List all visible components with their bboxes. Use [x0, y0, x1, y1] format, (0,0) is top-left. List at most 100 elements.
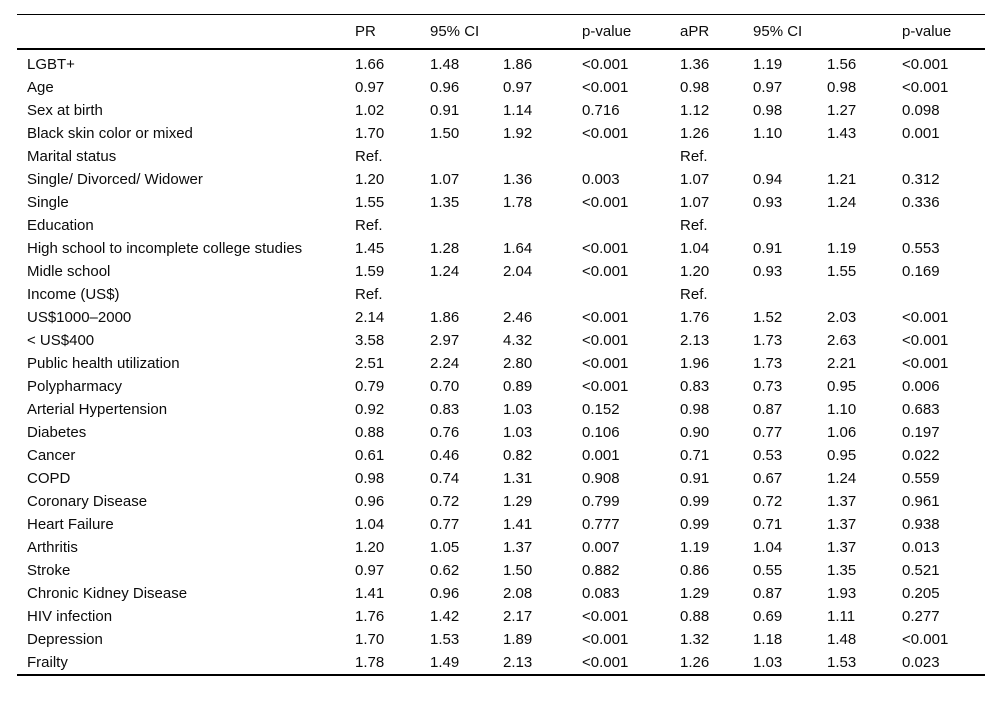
- cell-ci-low: 1.35: [430, 194, 460, 211]
- row-label: Single: [27, 194, 69, 211]
- row-label: HIV infection: [27, 608, 113, 625]
- header-row: PR 95% CI p-value aPR 95% CI p-value: [17, 14, 986, 50]
- cell-adj-ci-high: [827, 145, 902, 168]
- table-row: Coronary Disease 0.96 0.72 1.29 0.799 0.99 0.7…: [17, 490, 985, 513]
- cell-adj-p-value: 0.023: [902, 654, 940, 671]
- cell-adj-ci-high: 0.95: [827, 447, 857, 464]
- cell-ci-high: 1.78: [503, 194, 533, 211]
- cell-apr: 1.12: [680, 102, 710, 119]
- cell-pr: 1.76: [355, 608, 385, 625]
- cell-pr: 1.41: [355, 585, 385, 602]
- cell-p-value: 0.716: [582, 102, 620, 119]
- row-label: Age: [27, 79, 54, 96]
- cell-apr: 1.76: [680, 309, 710, 326]
- cell-apr: 0.98: [680, 79, 710, 96]
- cell-adj-p-value: <0.001: [902, 355, 949, 372]
- row-label: Diabetes: [27, 424, 87, 441]
- cell-adj-p-value: 0.098: [902, 102, 940, 119]
- table-row: COPD 0.98 0.74 1.31 0.908 0.91 0.67 1.24 0.559: [17, 467, 985, 490]
- cell-adj-ci-low: 1.52: [753, 309, 783, 326]
- cell-pr: 0.98: [355, 470, 385, 487]
- cell-apr: 1.26: [680, 654, 710, 671]
- cell-apr: 0.90: [680, 424, 710, 441]
- cell-adj-ci-high: 1.53: [827, 654, 857, 671]
- cell-apr: 0.91: [680, 470, 710, 487]
- cell-adj-p-value: 0.683: [902, 401, 940, 418]
- cell-ci-low: [430, 214, 503, 237]
- cell-p-value: <0.001: [582, 240, 629, 257]
- cell-adj-ci-high: 1.21: [827, 171, 857, 188]
- cell-pr: 1.70: [355, 125, 385, 142]
- table-row: Black skin color or mixed 1.70 1.50 1.92 <0.…: [17, 122, 985, 145]
- cell-adj-ci-high: 1.55: [827, 263, 857, 280]
- header-p-value: p-value: [582, 14, 681, 50]
- cell-adj-ci-high: 1.27: [827, 102, 857, 119]
- cell-ci-high: 2.08: [503, 585, 533, 602]
- table-row: LGBT+ 1.66 1.48 1.86 <0.001 1.36 1.19 1.56 <0.00…: [17, 49, 985, 76]
- table-row: Education Ref. Ref.: [17, 214, 985, 237]
- cell-p-value: [582, 283, 680, 306]
- cell-p-value: <0.001: [582, 378, 629, 395]
- cell-ci-low: 1.28: [430, 240, 460, 257]
- row-label: Single/ Divorced/ Widower: [27, 171, 203, 188]
- cell-ci-high: 2.04: [503, 263, 533, 280]
- cell-p-value: <0.001: [582, 309, 629, 326]
- cell-adj-ci-low: 0.53: [753, 447, 783, 464]
- cell-adj-p-value: 0.938: [902, 516, 940, 533]
- cell-apr: 2.13: [680, 332, 710, 349]
- cell-apr: 1.19: [680, 539, 710, 556]
- cell-adj-p-value: 0.197: [902, 424, 940, 441]
- cell-ci-high: 2.13: [503, 654, 533, 671]
- cell-adj-ci-low: 0.55: [753, 562, 783, 579]
- table-row: Polypharmacy 0.79 0.70 0.89 <0.001 0.83 0.73 0.…: [17, 375, 985, 398]
- cell-p-value: 0.799: [582, 493, 620, 510]
- cell-p-value: 0.908: [582, 470, 620, 487]
- cell-pr: 1.55: [355, 194, 385, 211]
- cell-pr: 1.78: [355, 654, 385, 671]
- table-row: Age 0.97 0.96 0.97 <0.001 0.98 0.97 0.98 <0.001: [17, 76, 985, 99]
- cell-ci-low: 1.86: [430, 309, 460, 326]
- cell-adj-ci-high: 2.63: [827, 332, 857, 349]
- cell-apr: 1.36: [680, 56, 710, 73]
- cell-ci-high: 0.82: [503, 447, 533, 464]
- cell-adj-p-value: 0.336: [902, 194, 940, 211]
- cell-pr: 0.92: [355, 401, 385, 418]
- cell-adj-ci-low: 0.98: [753, 102, 783, 119]
- cell-adj-ci-high: 1.35: [827, 562, 857, 579]
- table-row: Arthritis 1.20 1.05 1.37 0.007 1.19 1.04 1.37 0.…: [17, 536, 985, 559]
- table-row: US$1000–2000 2.14 1.86 2.46 <0.001 1.76 1.52 2.…: [17, 306, 985, 329]
- cell-ci-low: 1.49: [430, 654, 460, 671]
- cell-apr: 0.71: [680, 447, 710, 464]
- cell-ci-high: 0.97: [503, 79, 533, 96]
- cell-adj-ci-low: 1.10: [753, 125, 783, 142]
- cell-adj-ci-high: 1.48: [827, 631, 857, 648]
- cell-apr: 1.29: [680, 585, 710, 602]
- row-label: Education: [27, 217, 94, 234]
- cell-adj-p-value: 0.553: [902, 240, 940, 257]
- cell-adj-ci-high: 1.10: [827, 401, 857, 418]
- cell-p-value: 0.152: [582, 401, 620, 418]
- cell-ci-low: 1.53: [430, 631, 460, 648]
- cell-adj-ci-low: 0.77: [753, 424, 783, 441]
- cell-p-value: 0.882: [582, 562, 620, 579]
- table-row: Marital status Ref. Ref.: [17, 145, 985, 168]
- table-row: Frailty 1.78 1.49 2.13 <0.001 1.26 1.03 1.53 0.0…: [17, 651, 985, 675]
- cell-apr: Ref.: [680, 148, 708, 165]
- cell-ci-high: 1.89: [503, 631, 533, 648]
- row-label: Arterial Hypertension: [27, 401, 168, 418]
- table-row: Stroke 0.97 0.62 1.50 0.882 0.86 0.55 1.35 0.521: [17, 559, 985, 582]
- cell-adj-p-value: 0.277: [902, 608, 940, 625]
- cell-apr: 0.88: [680, 608, 710, 625]
- cell-adj-ci-low: 0.93: [753, 263, 783, 280]
- cell-ci-low: 1.24: [430, 263, 460, 280]
- table-row: Chronic Kidney Disease 1.41 0.96 2.08 0.083 1…: [17, 582, 985, 605]
- cell-pr: 1.04: [355, 516, 385, 533]
- header-adjusted-p-value: p-value: [902, 14, 986, 50]
- cell-adj-ci-low: 0.73: [753, 378, 783, 395]
- row-label: Heart Failure: [27, 516, 114, 533]
- cell-apr: 1.32: [680, 631, 710, 648]
- cell-apr: 1.96: [680, 355, 710, 372]
- header-pr: PR: [355, 14, 430, 50]
- table-row: Midle school 1.59 1.24 2.04 <0.001 1.20 0.93 1.…: [17, 260, 985, 283]
